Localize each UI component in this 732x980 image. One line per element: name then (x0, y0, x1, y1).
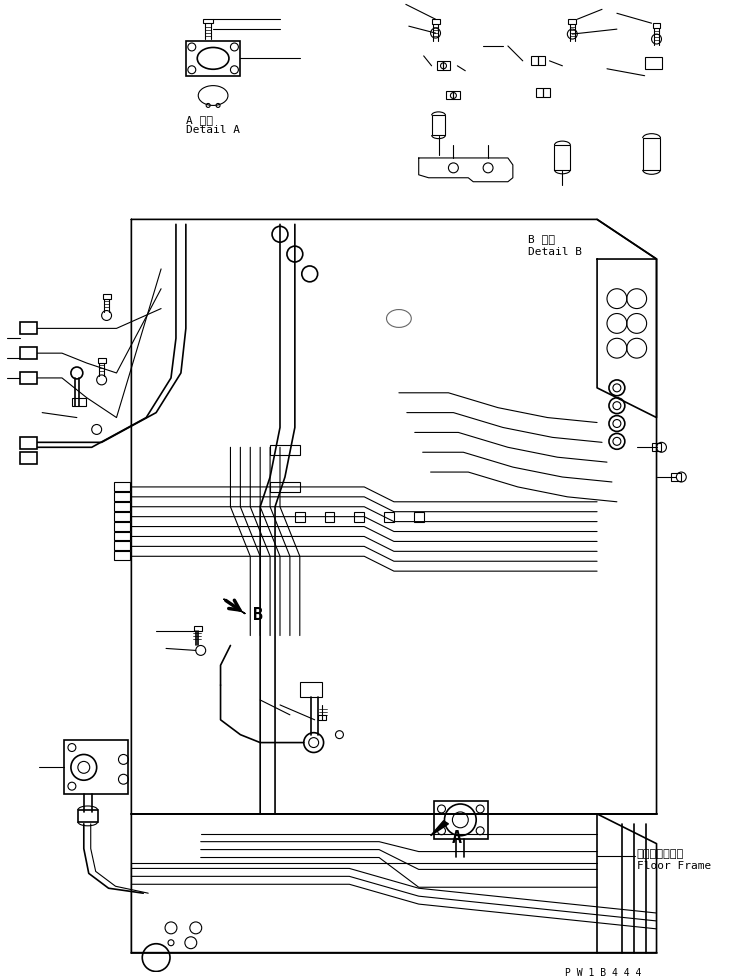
Bar (651, 443, 662, 451)
Bar (542, 87, 550, 96)
Bar (447, 90, 453, 100)
Bar (537, 56, 545, 65)
Bar (432, 20, 439, 25)
Bar (72, 398, 86, 406)
Bar (113, 541, 130, 551)
Bar (186, 41, 240, 75)
Text: P W 1 B 4 4 4: P W 1 B 4 4 4 (565, 967, 642, 977)
Bar (78, 809, 97, 822)
Bar (295, 512, 305, 521)
Text: B 詳細: B 詳細 (528, 234, 555, 244)
Bar (354, 512, 365, 521)
Bar (432, 116, 446, 135)
Bar (113, 512, 130, 520)
Bar (113, 482, 130, 491)
Bar (568, 20, 576, 25)
Bar (652, 24, 660, 28)
Bar (113, 521, 130, 530)
Polygon shape (430, 821, 449, 836)
Bar (203, 20, 212, 24)
Text: Detail A: Detail A (186, 125, 240, 135)
Text: フロアフレーム: フロアフレーム (637, 849, 684, 858)
Bar (671, 473, 681, 481)
Bar (20, 372, 37, 384)
Bar (20, 347, 37, 359)
Bar (444, 61, 450, 70)
Bar (20, 452, 37, 465)
Bar (194, 625, 202, 630)
Bar (554, 145, 570, 170)
Bar (645, 57, 662, 69)
Text: B: B (253, 606, 264, 624)
Bar (97, 358, 105, 363)
Bar (433, 801, 488, 839)
Bar (453, 90, 460, 100)
Bar (531, 56, 537, 65)
Bar (270, 482, 300, 492)
Bar (384, 512, 394, 521)
Polygon shape (223, 599, 245, 613)
Text: A: A (452, 829, 461, 847)
Bar (20, 437, 37, 449)
Text: A 詳細: A 詳細 (186, 116, 213, 125)
Bar (324, 512, 335, 521)
Bar (643, 138, 660, 170)
Text: Floor Frame: Floor Frame (637, 861, 711, 871)
Bar (436, 61, 444, 70)
Bar (64, 740, 128, 794)
Bar (270, 445, 300, 456)
Bar (102, 294, 111, 299)
Bar (414, 512, 424, 521)
Bar (300, 682, 321, 697)
Bar (536, 87, 542, 96)
Bar (113, 502, 130, 511)
Bar (318, 714, 326, 719)
Bar (20, 322, 37, 334)
Text: Detail B: Detail B (528, 247, 582, 257)
Bar (113, 552, 130, 561)
Bar (113, 531, 130, 540)
Bar (113, 492, 130, 501)
